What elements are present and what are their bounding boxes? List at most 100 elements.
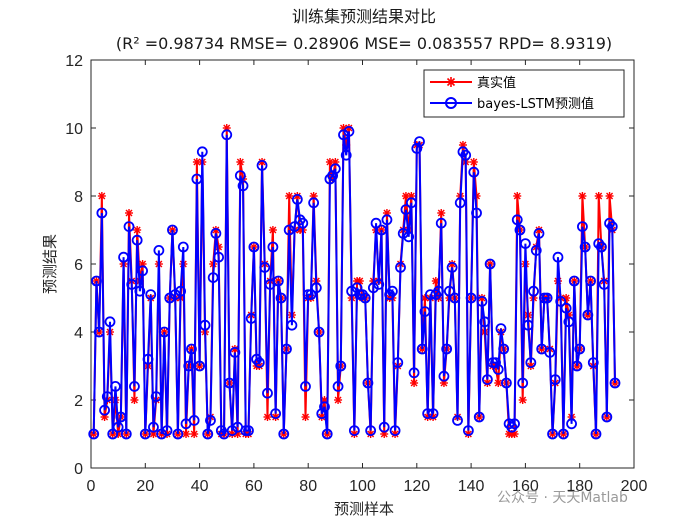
predicted-value-point (270, 408, 282, 420)
predicted-value-point (332, 380, 344, 392)
predicted-value-point (183, 360, 195, 372)
predicted-value-point (248, 241, 260, 253)
predicted-value-point (376, 224, 387, 236)
predicted-value-point (438, 370, 450, 382)
chart-title: 训练集预测结果对比 (292, 7, 436, 26)
predicted-value-point (609, 377, 621, 389)
series-predicted-values (88, 125, 621, 440)
predicted-value-point (386, 285, 398, 297)
predicted-value-point (585, 275, 596, 287)
legend: 真实值 bayes-LSTM预测值 (423, 69, 625, 118)
predicted-value-point (443, 285, 455, 297)
predicted-value-point (161, 425, 173, 437)
predicted-value-point (484, 258, 496, 270)
true-value-point (513, 192, 522, 200)
legend-box (423, 69, 625, 118)
predicted-value-point (468, 166, 480, 178)
predicted-value-point (319, 401, 330, 413)
predicted-value-point (511, 214, 523, 226)
predicted-value-point (422, 408, 434, 420)
predicted-value-point (158, 326, 170, 338)
predicted-value-point (403, 231, 415, 243)
predicted-value-point (286, 319, 298, 331)
predicted-value-point (207, 272, 219, 284)
predicted-value-point (367, 282, 379, 294)
predicted-value-point (177, 241, 189, 253)
predicted-value-point (191, 173, 203, 185)
predicted-value-point (571, 360, 583, 372)
true-value-point (401, 192, 410, 200)
x-axis: 0 20 40 60 80 100 120 140 160 180 200 (87, 60, 647, 495)
predicted-value-point (520, 238, 531, 250)
y-axis-label: 预测结果 (41, 234, 59, 294)
x-tick-label: 140 (458, 478, 485, 495)
x-tick-label: 0 (87, 478, 96, 495)
chart-subtitle: (R² =0.98734 RMSE= 0.28906 MSE= 0.083557… (116, 34, 612, 53)
y-tick-label: 8 (74, 189, 83, 206)
true-value-point (130, 396, 139, 404)
predicted-value-point (131, 234, 143, 246)
predicted-value-point (134, 285, 146, 297)
true-value-point (285, 192, 294, 200)
predicted-value-point (175, 285, 186, 297)
predicted-value-point (549, 374, 561, 386)
predicted-value-point (590, 428, 602, 440)
predicted-value-point (126, 278, 138, 290)
predicted-value-point (281, 343, 292, 355)
predicted-value-point (196, 146, 208, 158)
true-value-point (594, 192, 603, 200)
true-value-point (578, 192, 587, 200)
predicted-value-point (224, 377, 235, 389)
true-value-point (518, 396, 527, 404)
predicted-value-point (541, 292, 553, 304)
predicted-value-point (598, 278, 610, 290)
y-tick-label: 0 (74, 461, 83, 478)
predicted-value-point (329, 163, 341, 175)
predicted-value-point (256, 159, 268, 171)
predicted-value-point (305, 289, 317, 301)
predicted-value-point (291, 193, 303, 205)
true-value-point (301, 413, 310, 421)
predicted-value-point (400, 204, 412, 216)
predicted-value-point (110, 380, 121, 392)
predicted-value-point (253, 357, 265, 369)
predicted-value-point (186, 343, 197, 355)
predicted-value-point (120, 428, 132, 440)
predicted-value-point (381, 214, 393, 226)
predicted-value-point (446, 261, 458, 273)
legend-label-true: 真实值 (477, 75, 516, 91)
true-value-point (125, 209, 134, 217)
predicted-value-point (88, 428, 100, 440)
predicted-value-point (153, 244, 165, 256)
predicted-value-point (601, 411, 613, 423)
predicted-value-point (348, 425, 360, 437)
watermark-text: 公众号 · 天天Matlab (497, 490, 628, 506)
legend-marker-true (446, 77, 456, 87)
predicted-value-point (278, 428, 290, 440)
predicted-value-point (579, 241, 591, 253)
predicted-value-point (435, 217, 447, 229)
predicted-value-point (107, 428, 119, 440)
true-value-point (469, 158, 478, 166)
predicted-value-point (275, 292, 287, 304)
predicted-value-point (300, 380, 311, 392)
predicted-value-point (213, 251, 225, 263)
y-tick-label: 4 (74, 325, 83, 342)
predicted-value-point (395, 261, 406, 273)
true-value-point (190, 430, 199, 438)
predicted-value-point (338, 129, 349, 141)
predicted-value-point (476, 295, 488, 307)
predicted-value-point (205, 414, 216, 426)
x-tick-label: 20 (136, 478, 154, 495)
predicted-value-point (226, 425, 238, 437)
predicted-value-point (552, 251, 564, 263)
predicted-value-point (574, 343, 586, 355)
predicted-value-point (481, 374, 493, 386)
predicted-values-line (92, 131, 616, 437)
predicted-value-point (316, 408, 328, 420)
predicted-value-point (118, 251, 129, 263)
true-value-point (437, 209, 446, 217)
chart-title-group: 训练集预测结果对比 (R² =0.98734 RMSE= 0.28906 MSE… (116, 7, 612, 53)
predicted-value-point (313, 326, 325, 338)
x-tick-label: 60 (245, 478, 263, 495)
